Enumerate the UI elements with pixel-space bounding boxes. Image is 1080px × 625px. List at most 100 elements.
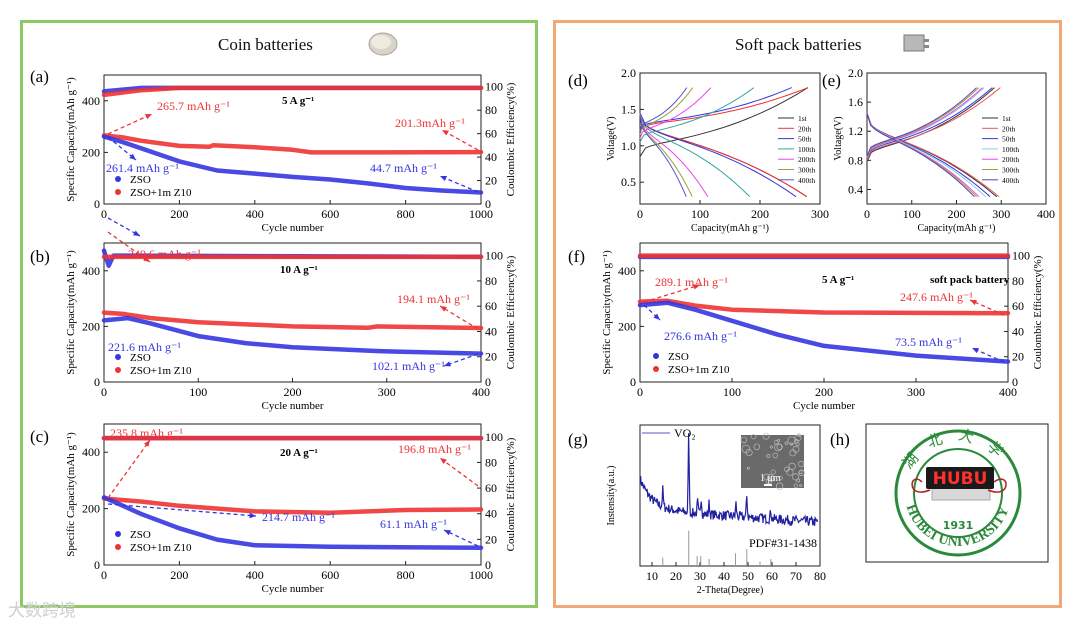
x-axis-label: Cycle number (261, 583, 323, 595)
x-tick-label: 100 (723, 385, 741, 399)
arrow-head (145, 114, 152, 120)
series-zso-1m-z10-ce (101, 85, 484, 98)
coin-batteries-panel (20, 20, 538, 608)
y2-tick-label: 20 (485, 532, 497, 546)
watermark: 大数跨境 (8, 601, 76, 621)
legend-label: 200th (798, 155, 815, 164)
panel-label: (b) (30, 247, 50, 266)
x-axis-label: 2-Theta(Degree) (697, 585, 764, 596)
annotation-arrow (439, 305, 479, 330)
arrow-head (144, 440, 150, 447)
y-tick-label: 200 (618, 319, 636, 333)
y-tick-label: 1.0 (621, 139, 636, 153)
charge-curve-300th (866, 87, 980, 157)
legend-label: 50th (1002, 135, 1016, 144)
sem-texture (770, 469, 776, 475)
legend-label: VO₂ (674, 426, 696, 440)
discharge-curve-400th (866, 112, 975, 198)
sem-texture (789, 449, 797, 457)
sem-texture (769, 475, 776, 482)
arrow-head (129, 153, 136, 160)
sem-texture (741, 444, 751, 454)
plot-frame (639, 424, 821, 567)
arrow-head (444, 361, 451, 367)
y2-tick-label: 80 (485, 274, 497, 288)
x-tick-label: 200 (751, 207, 769, 221)
panel-label: (d) (568, 71, 588, 90)
y-tick-label: 0 (94, 197, 100, 211)
sem-texture (775, 482, 784, 490)
y2-tick-label: 0 (1012, 375, 1018, 389)
x-tick-label: 300 (907, 385, 925, 399)
x-tick-label: 200 (284, 385, 302, 399)
arrow-head (249, 512, 256, 519)
capacity-annotation: 214.7 mAh g⁻¹ (262, 510, 335, 524)
legend-label: ZSO+1m Z10 (130, 187, 192, 199)
note-label: soft pack battery (930, 274, 1010, 286)
annotation-arrow (107, 231, 151, 263)
x-tick-label: 0 (637, 385, 643, 399)
x-tick-label: 800 (397, 207, 415, 221)
x-tick-label: 0 (864, 207, 870, 221)
sem-texture (790, 442, 794, 446)
annotation-arrow (107, 439, 151, 499)
y2-tick-label: 100 (485, 249, 503, 263)
arrow-head (440, 175, 447, 182)
sem-texture (762, 432, 770, 440)
charge-curve-100th (639, 87, 755, 143)
discharge-curve-1st (639, 112, 808, 198)
x-tick-label: 200 (948, 207, 966, 221)
legend-label: 20th (798, 124, 812, 133)
legend-label: 1st (1002, 114, 1012, 123)
legend-label: ZSO (130, 352, 151, 364)
discharge-curve-200th (639, 112, 709, 197)
legend-label: 200th (1002, 155, 1019, 164)
x-tick-label: 200 (815, 385, 833, 399)
y-tick-label: 400 (82, 264, 100, 278)
charge-curve-20th (866, 87, 1001, 161)
legend-label: 50th (798, 135, 812, 144)
legend-marker (115, 189, 121, 195)
arrow-head (693, 284, 700, 290)
x-tick-label: 200 (170, 568, 188, 582)
legend-marker (115, 176, 121, 182)
x-tick-label: 100 (189, 385, 207, 399)
charge-curve-1st (639, 87, 809, 157)
y2-tick-label: 20 (1012, 350, 1024, 364)
x-tick-label: 400 (999, 385, 1017, 399)
arrow-head (440, 458, 447, 465)
y2-tick-label: 60 (1012, 299, 1024, 313)
logo-year: 1931 (943, 519, 974, 532)
legend-marker (115, 531, 121, 537)
discharge-curve-20th (866, 112, 1000, 198)
y2-tick-label: 100 (485, 430, 503, 444)
y-tick-label: 400 (618, 264, 636, 278)
legend-label: 100th (798, 145, 815, 154)
xrd-pattern (639, 433, 819, 527)
legend-marker (115, 354, 121, 360)
y-axis-label: Specific Capacity(mAh g⁻¹) (601, 250, 613, 375)
sem-texture (786, 468, 794, 476)
x-tick-label: 400 (1037, 207, 1055, 221)
y2-axis-label: Coulombic Efficiency(%) (505, 437, 517, 551)
legend-label: 1st (798, 114, 808, 123)
capacity-annotation: 221.6 mAh g⁻¹ (108, 340, 181, 354)
sem-inset-image: 1 μm (740, 432, 805, 490)
charge-curve-200th (639, 87, 712, 139)
y2-tick-label: 40 (485, 507, 497, 521)
wire (987, 478, 1007, 493)
sem-texture (766, 474, 775, 482)
y2-tick-label: 100 (485, 80, 503, 94)
legend-label: 400th (1002, 176, 1019, 185)
charge-curve-400th (866, 87, 977, 157)
charge-curve-200th (866, 87, 983, 158)
y2-tick-label: 40 (1012, 324, 1024, 338)
legend-label: 300th (798, 166, 815, 175)
y-tick-label: 0 (94, 375, 100, 389)
sem-texture (766, 454, 771, 458)
y2-axis-label: Coulombic Efficiency(%) (505, 255, 517, 369)
capacity-annotation: 261.4 mAh g⁻¹ (106, 161, 179, 175)
y2-tick-label: 60 (485, 299, 497, 313)
y2-tick-label: 40 (485, 324, 497, 338)
panel-label: (a) (30, 67, 49, 86)
